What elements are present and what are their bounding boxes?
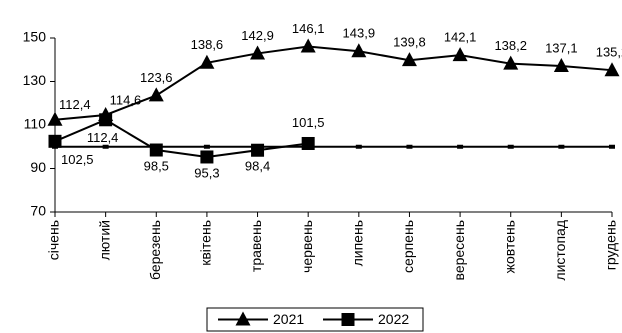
legend-label: 2022	[378, 311, 409, 327]
data-label: 139,8	[393, 35, 426, 50]
point	[250, 45, 266, 60]
data-label: 123,6	[140, 70, 173, 85]
point	[452, 47, 468, 62]
data-label: 95,3	[194, 165, 219, 180]
point	[251, 143, 265, 157]
x-tick-label: лютий	[96, 220, 112, 260]
point	[604, 62, 620, 77]
x-tick-label: жовтень	[501, 220, 517, 273]
y-tick-label: 70	[30, 203, 46, 219]
x-tick-label: липень	[350, 220, 366, 266]
data-label: 112,4	[59, 97, 91, 112]
series-line	[54, 45, 613, 121]
data-label: 98,4	[245, 159, 270, 174]
point	[148, 87, 164, 102]
data-label: 143,9	[343, 26, 376, 41]
point	[200, 150, 214, 164]
x-tick-label: листопад	[552, 220, 568, 281]
data-label: 101,5	[292, 115, 325, 130]
legend-marker	[341, 313, 355, 326]
data-label: 102,5	[61, 152, 94, 167]
data-label: 146,1	[292, 21, 325, 36]
x-tick-label: червень	[299, 220, 315, 273]
x-tick-label: травень	[248, 220, 264, 272]
legend-label: 2021	[273, 311, 304, 327]
point	[47, 111, 63, 126]
legend-box	[206, 307, 424, 332]
data-label: 98,5	[144, 158, 169, 173]
y-tick-label: 150	[23, 29, 47, 45]
data-label: 142,1	[444, 30, 477, 45]
point	[199, 54, 215, 69]
data-label: 142,9	[241, 28, 274, 43]
point	[503, 55, 519, 70]
x-tick-label: квітень	[198, 220, 214, 266]
x-tick-label: грудень	[603, 220, 619, 270]
x-tick-label: серпень	[400, 220, 416, 273]
data-label: 137,1	[545, 40, 578, 55]
data-label: 138,2	[494, 38, 527, 53]
y-tick-label: 130	[23, 72, 47, 88]
x-tick-label: березень	[147, 220, 163, 280]
data-label: 135,2	[596, 45, 622, 60]
point	[99, 113, 113, 127]
point	[351, 43, 367, 58]
series-line	[54, 118, 309, 158]
point	[48, 134, 62, 148]
point	[401, 52, 417, 67]
point	[301, 136, 315, 150]
point	[300, 38, 316, 53]
point	[553, 58, 569, 73]
x-tick-label: вересень	[451, 220, 467, 280]
point	[149, 143, 163, 157]
data-label: 138,6	[191, 37, 224, 52]
y-tick-label: 90	[30, 159, 46, 175]
legend-marker	[235, 311, 251, 326]
data-label: 112,4	[87, 130, 119, 145]
y-tick-label: 110	[24, 116, 47, 132]
x-tick-label: січень	[46, 220, 62, 260]
data-label: 114,6	[110, 92, 142, 107]
